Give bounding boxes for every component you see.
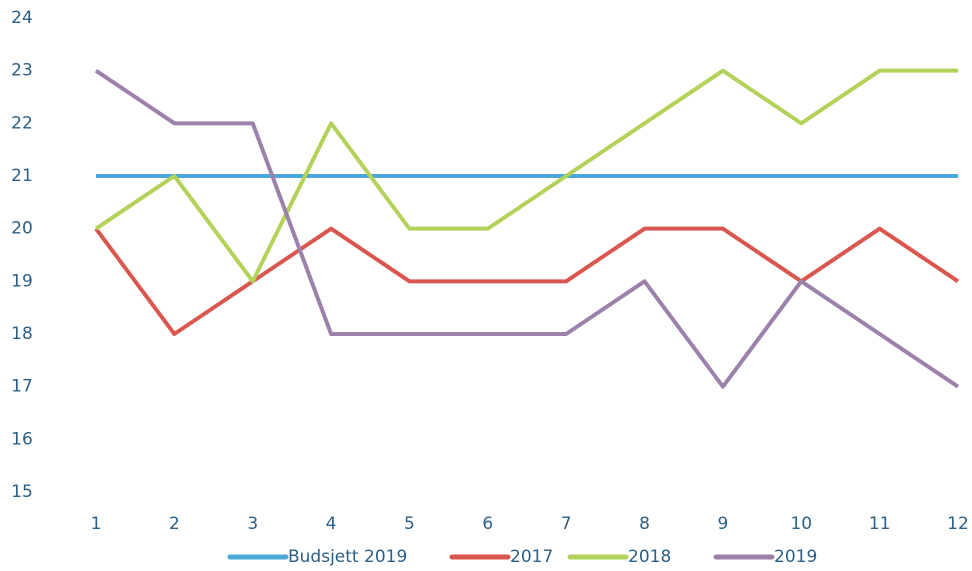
x-tick-label: 2 <box>169 514 180 534</box>
x-tick-label: 8 <box>639 514 650 534</box>
x-tick-label: 3 <box>247 514 258 534</box>
data-line <box>94 68 958 284</box>
y-tick-label: 17 <box>11 377 33 397</box>
legend-label: 2019 <box>774 547 817 567</box>
y-tick-label: 19 <box>11 271 33 291</box>
y-tick-label: 24 <box>11 8 33 28</box>
x-tick-label: 12 <box>947 514 969 534</box>
x-tick-label: 6 <box>482 514 493 534</box>
x-tick-label: 11 <box>869 514 891 534</box>
y-tick-label: 16 <box>11 429 33 449</box>
y-tick-label: 15 <box>11 482 33 502</box>
legend-label: 2017 <box>510 547 553 567</box>
legend-label: Budsjett 2019 <box>288 547 407 567</box>
x-tick-label: 9 <box>717 514 728 534</box>
x-tick-label: 10 <box>790 514 812 534</box>
y-tick-label: 18 <box>11 324 33 344</box>
data-line <box>94 69 960 389</box>
x-tick-label: 4 <box>326 514 337 534</box>
y-tick-label: 23 <box>11 61 33 81</box>
x-tick-label: 1 <box>91 514 102 534</box>
x-tick-label: 5 <box>404 514 415 534</box>
x-tick-label: 7 <box>561 514 572 534</box>
y-tick-label: 22 <box>11 113 33 133</box>
legend-label: 2018 <box>628 547 671 567</box>
y-tick-label: 20 <box>11 219 33 239</box>
data-line <box>94 226 960 336</box>
y-tick-label: 21 <box>11 166 33 186</box>
